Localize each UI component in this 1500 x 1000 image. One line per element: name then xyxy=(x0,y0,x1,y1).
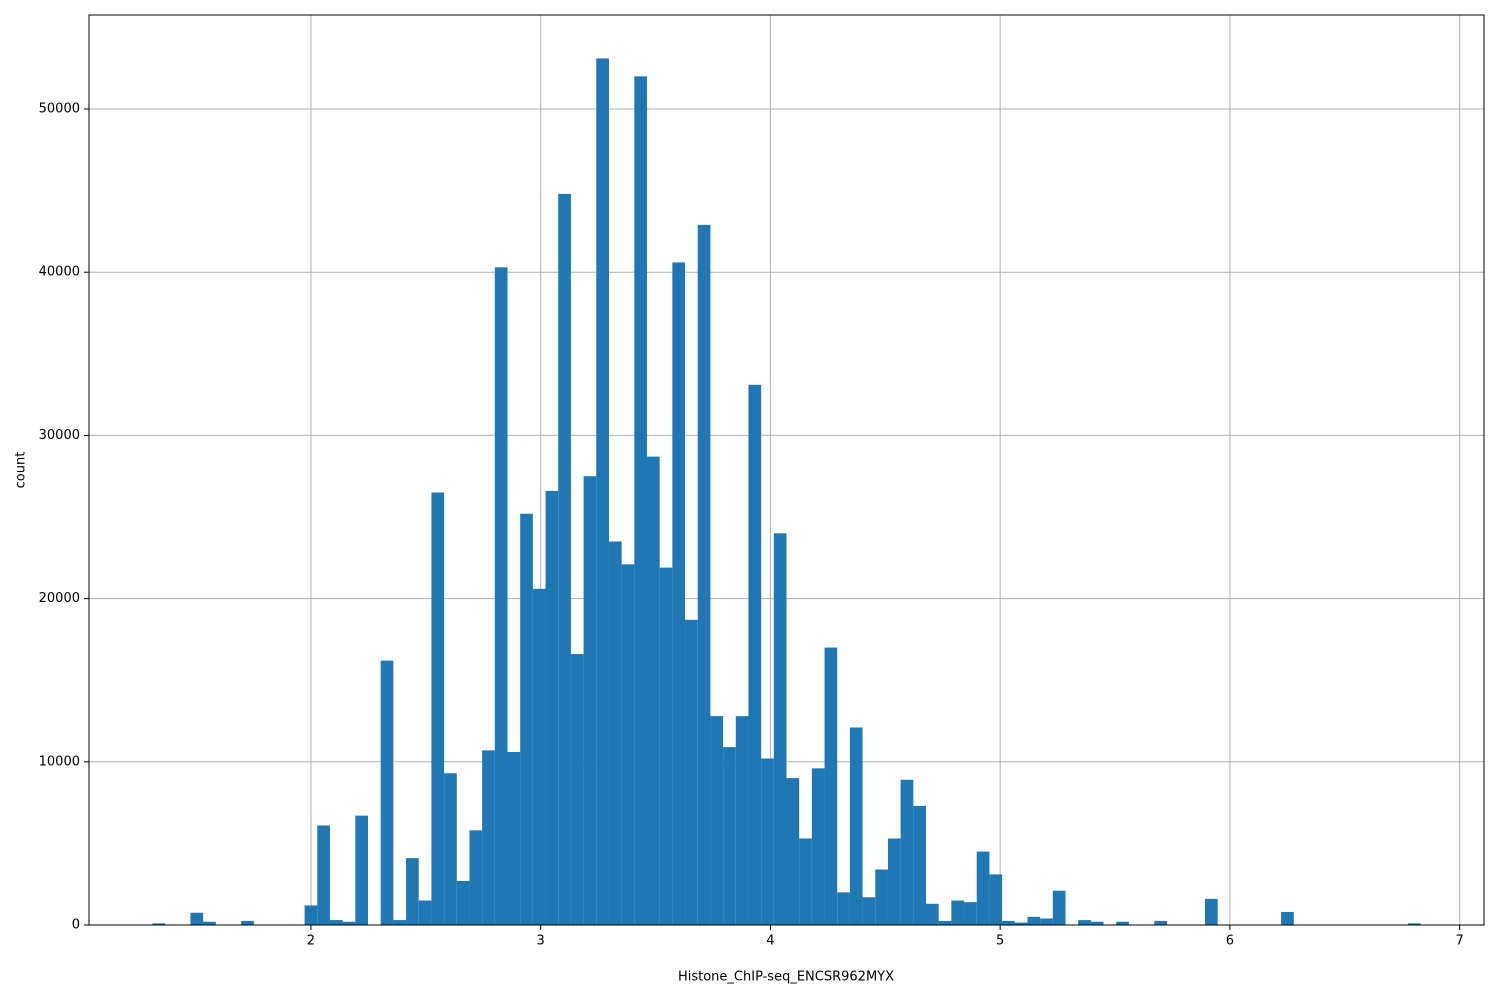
bar xyxy=(799,838,812,925)
bar xyxy=(203,921,216,925)
x-tick-label: 6 xyxy=(1226,934,1234,949)
bar xyxy=(583,476,597,925)
bar xyxy=(1205,898,1218,925)
bar xyxy=(1027,916,1041,925)
bar xyxy=(456,880,470,925)
bar xyxy=(634,76,647,926)
y-tick-label: 40000 xyxy=(39,265,80,280)
bar xyxy=(900,779,914,925)
bar xyxy=(1052,890,1066,925)
bar xyxy=(849,727,863,925)
bar xyxy=(1154,920,1167,925)
bar xyxy=(735,716,749,925)
bar xyxy=(1040,918,1053,925)
plot-frame xyxy=(88,14,1485,926)
y-tick-label: 50000 xyxy=(39,102,80,117)
bar xyxy=(532,588,546,925)
bar xyxy=(926,903,939,925)
bar xyxy=(570,654,584,925)
bar xyxy=(723,747,736,925)
y-axis-label: count xyxy=(14,452,29,489)
bar xyxy=(431,492,445,925)
bar xyxy=(1407,923,1421,925)
x-tick-label: 4 xyxy=(766,934,774,949)
x-tick-label: 5 xyxy=(996,934,1004,949)
bar xyxy=(786,778,800,925)
bar xyxy=(748,384,762,925)
bar xyxy=(862,897,876,925)
bar xyxy=(1078,920,1091,925)
bar xyxy=(545,490,559,925)
x-tick-label: 2 xyxy=(307,934,315,949)
bar xyxy=(418,900,432,925)
bar xyxy=(393,920,407,925)
bar xyxy=(875,869,888,925)
x-axis-label: Histone_ChIP-seq_ENCSR962MYX xyxy=(678,970,894,985)
bar xyxy=(444,773,457,925)
bar xyxy=(621,564,635,925)
bar xyxy=(1002,920,1015,925)
bar xyxy=(951,900,965,925)
bar xyxy=(482,750,495,925)
bar xyxy=(1090,921,1104,925)
bar xyxy=(494,267,508,926)
bar xyxy=(241,920,254,925)
bar xyxy=(507,752,521,925)
bar xyxy=(1281,911,1294,925)
bar xyxy=(1116,921,1129,925)
bar xyxy=(342,921,356,925)
bar xyxy=(761,758,774,925)
bar xyxy=(558,193,571,925)
y-tick-label: 10000 xyxy=(39,754,80,769)
bar xyxy=(672,262,686,925)
bar xyxy=(304,905,318,925)
y-tick-label: 30000 xyxy=(39,428,80,443)
x-tick-label: 3 xyxy=(537,934,545,949)
bar xyxy=(811,768,825,925)
bar xyxy=(355,815,368,925)
y-tick-label: 20000 xyxy=(39,591,80,606)
x-tick-label: 7 xyxy=(1456,934,1464,949)
bar xyxy=(647,456,660,925)
bar xyxy=(380,660,394,925)
bar xyxy=(406,858,419,925)
bar xyxy=(608,541,622,925)
bar xyxy=(887,838,901,925)
bar xyxy=(710,716,724,925)
bar xyxy=(329,920,343,925)
bar xyxy=(596,58,609,925)
bar xyxy=(1014,922,1028,925)
bar xyxy=(520,513,533,925)
bar xyxy=(989,874,1003,925)
bar xyxy=(837,892,850,925)
bar xyxy=(697,224,711,926)
bar xyxy=(469,830,483,925)
bar xyxy=(659,567,673,925)
bar xyxy=(824,647,838,925)
bar xyxy=(317,825,330,925)
bar xyxy=(190,912,204,925)
bar xyxy=(964,902,977,925)
y-tick-label: 0 xyxy=(72,918,80,933)
bar xyxy=(913,805,926,925)
bar xyxy=(773,533,787,925)
bar xyxy=(685,619,698,925)
bar xyxy=(938,920,952,925)
bar xyxy=(976,851,990,925)
bar xyxy=(152,923,166,925)
